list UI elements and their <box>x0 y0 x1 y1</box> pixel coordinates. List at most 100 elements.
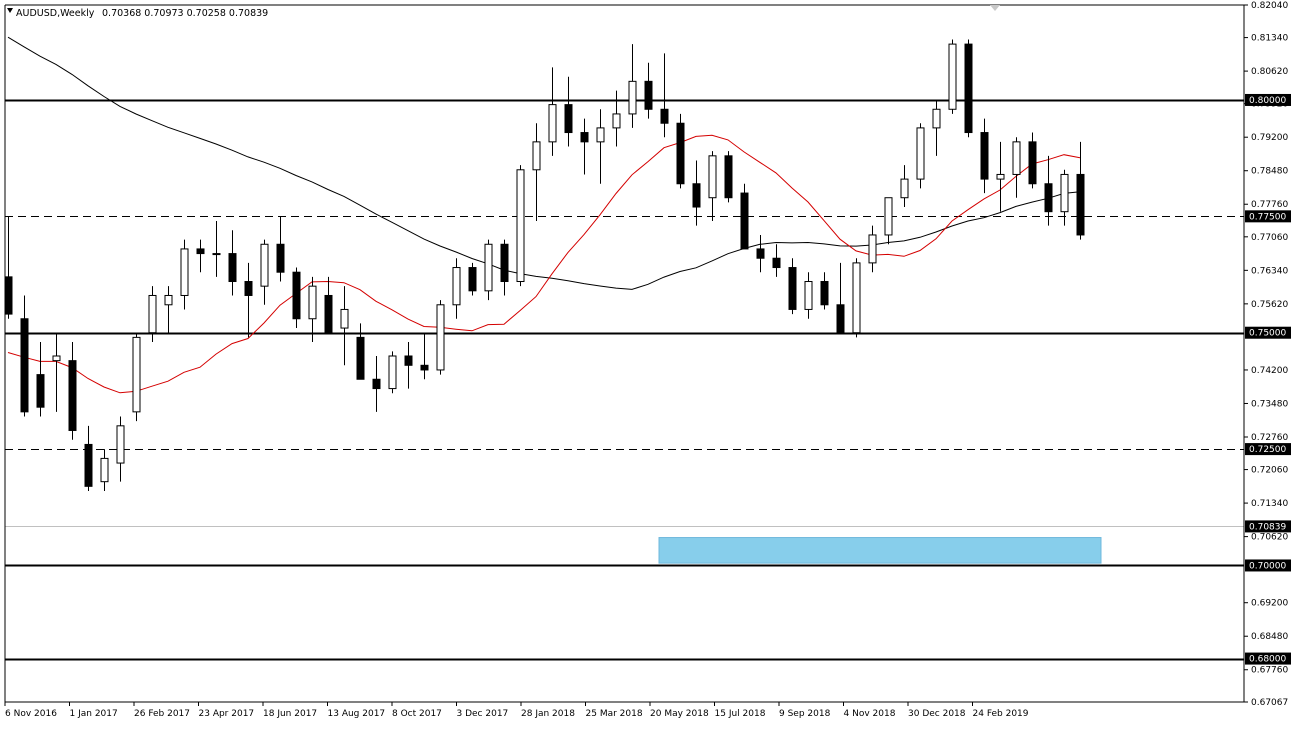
current-price-tag-bg <box>1245 520 1291 533</box>
candle[interactable] <box>164 286 173 333</box>
candle-body-down <box>292 271 301 320</box>
candle[interactable] <box>916 123 925 189</box>
candle[interactable] <box>116 416 125 482</box>
candle[interactable] <box>548 67 557 156</box>
candle[interactable] <box>516 165 525 287</box>
candle[interactable] <box>644 62 653 119</box>
candle[interactable] <box>452 258 461 319</box>
candle[interactable] <box>148 286 157 343</box>
candle[interactable] <box>596 109 605 184</box>
collapse-triangle-icon[interactable] <box>7 8 13 13</box>
candle[interactable] <box>564 76 573 147</box>
price-tick-label: 0.77060 <box>1251 233 1288 243</box>
price-tick-label: 0.72060 <box>1251 466 1288 476</box>
candle[interactable] <box>692 160 701 226</box>
candle[interactable] <box>356 323 365 380</box>
candle[interactable] <box>420 332 429 380</box>
candle[interactable] <box>324 276 333 334</box>
candle[interactable] <box>340 286 349 366</box>
candle[interactable] <box>980 118 989 194</box>
candle[interactable] <box>964 39 973 138</box>
candle-body-up <box>596 127 605 143</box>
candle[interactable] <box>100 449 109 491</box>
candle[interactable] <box>196 239 205 273</box>
candle-body-down <box>836 304 845 334</box>
candle[interactable] <box>852 258 861 338</box>
candle[interactable] <box>836 262 845 334</box>
candle[interactable] <box>276 216 285 282</box>
candle[interactable] <box>612 90 621 147</box>
candle[interactable] <box>740 183 749 250</box>
candle-body-up <box>148 294 157 334</box>
price-tick-label: 0.70620 <box>1251 533 1288 543</box>
candle[interactable] <box>484 239 493 301</box>
candle[interactable] <box>260 239 269 305</box>
candle[interactable] <box>772 244 781 277</box>
candle-body-up <box>548 104 557 143</box>
candle-body-down <box>1076 173 1085 236</box>
candle[interactable] <box>948 39 957 114</box>
candle[interactable] <box>804 272 813 319</box>
candle[interactable] <box>68 342 77 440</box>
candle[interactable] <box>308 276 317 343</box>
candle-body-up <box>996 173 1005 180</box>
candle[interactable] <box>628 44 637 128</box>
candle[interactable] <box>1028 132 1037 189</box>
candle-body-up <box>612 113 621 129</box>
candle-body-up <box>916 127 925 180</box>
candle[interactable] <box>820 272 829 310</box>
price-tick-label: 0.81340 <box>1251 34 1288 44</box>
candle[interactable] <box>580 118 589 175</box>
candle[interactable] <box>756 234 765 273</box>
candle[interactable] <box>468 262 477 296</box>
level-tag-bg <box>1245 443 1291 456</box>
candle[interactable] <box>20 295 29 417</box>
candle-body-down <box>420 364 429 371</box>
candle[interactable] <box>244 262 253 338</box>
candle[interactable] <box>1044 155 1053 226</box>
candle[interactable] <box>292 267 301 329</box>
chart-shift-marker-icon[interactable] <box>990 5 1000 11</box>
candle[interactable] <box>708 151 717 221</box>
candle[interactable] <box>996 141 1005 212</box>
candle[interactable] <box>1076 141 1085 240</box>
candle[interactable] <box>212 220 221 277</box>
candle[interactable] <box>868 225 877 273</box>
candle[interactable] <box>436 300 445 375</box>
candle-body-up <box>212 253 221 256</box>
candle[interactable] <box>788 258 797 315</box>
candle[interactable] <box>84 425 93 491</box>
candle[interactable] <box>676 113 685 189</box>
candle[interactable] <box>52 332 61 412</box>
support-zone[interactable] <box>658 537 1102 564</box>
candle[interactable] <box>372 355 381 412</box>
candle-body-down <box>580 132 589 143</box>
level-tag-bg <box>1245 210 1291 223</box>
level-tag-bg <box>1245 652 1291 665</box>
level-tag-bg <box>1245 93 1291 106</box>
candle[interactable] <box>228 230 237 296</box>
candle[interactable] <box>404 342 413 389</box>
price-tick-label: 0.73480 <box>1251 399 1288 409</box>
time-tick-label: 30 Dec 2018 <box>908 709 966 719</box>
candle[interactable] <box>36 342 45 417</box>
candle[interactable] <box>500 239 509 296</box>
candle[interactable] <box>132 332 141 422</box>
price-tick-label: 0.79200 <box>1251 133 1288 143</box>
price-tick-label: 0.67067 <box>1251 698 1288 708</box>
candle[interactable] <box>660 53 669 138</box>
candle[interactable] <box>884 197 893 245</box>
candle-body-down <box>980 132 989 180</box>
candle[interactable] <box>180 239 189 310</box>
candle-body-up <box>804 281 813 310</box>
candle[interactable] <box>1012 137 1021 198</box>
candle-body-up <box>452 267 461 306</box>
candle[interactable] <box>1060 169 1069 226</box>
candle[interactable] <box>388 351 397 394</box>
candle[interactable] <box>932 99 941 156</box>
candle[interactable] <box>532 123 541 221</box>
candle[interactable] <box>900 165 909 208</box>
candle[interactable] <box>724 151 733 203</box>
time-tick-label: 18 Jun 2017 <box>263 709 317 719</box>
